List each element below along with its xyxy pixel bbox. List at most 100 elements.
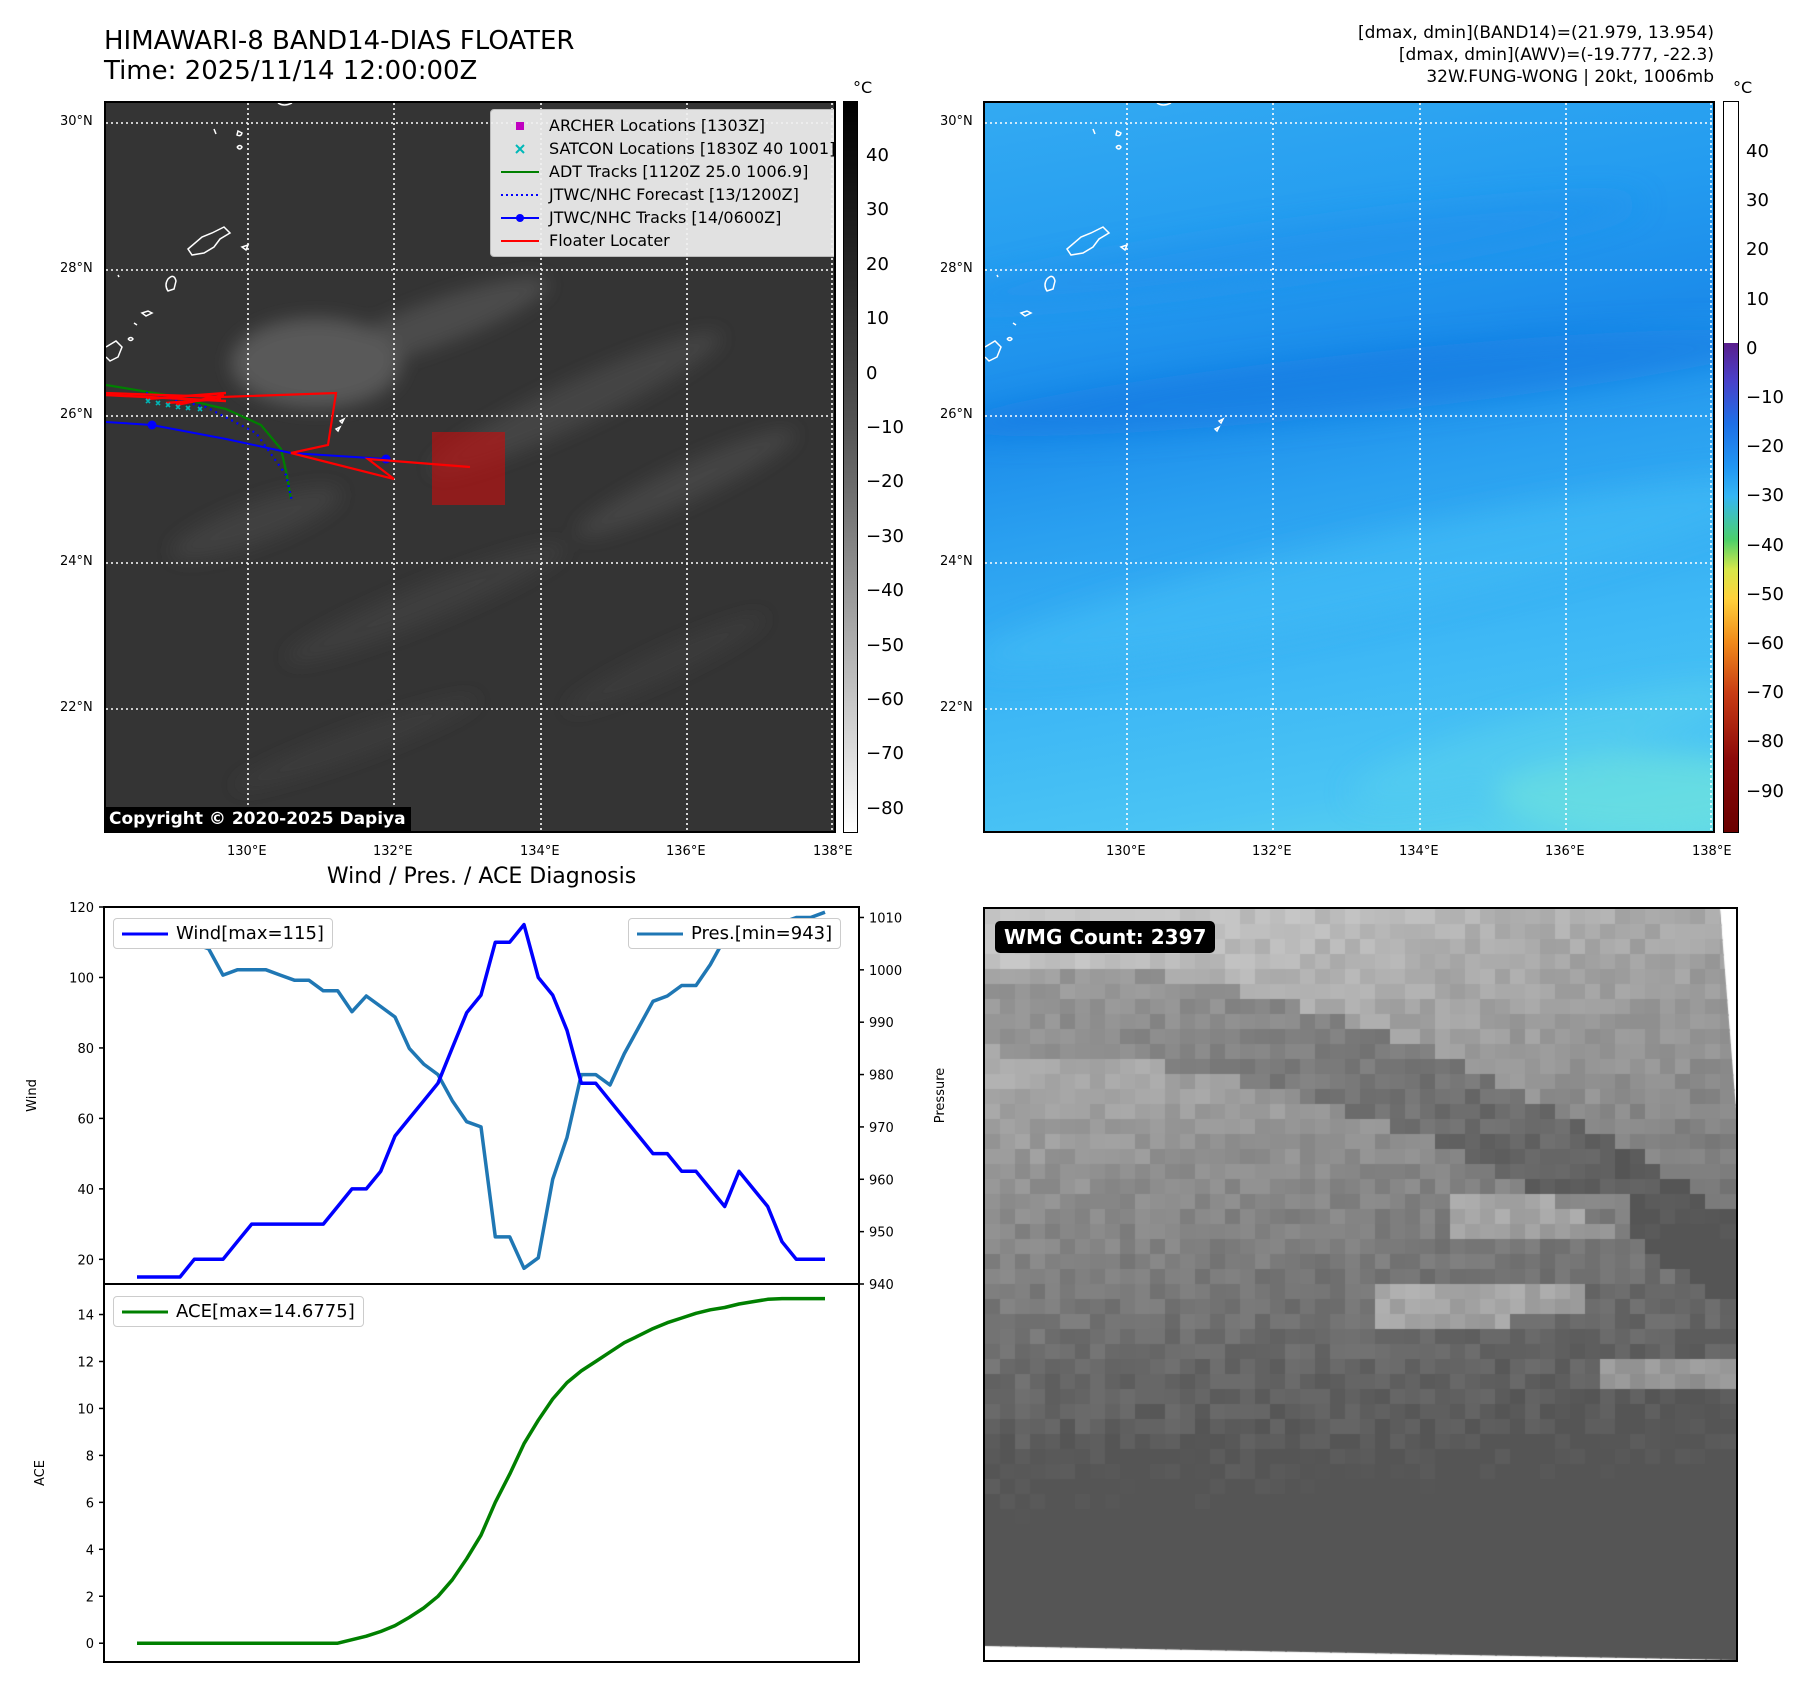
- ace-tick-label: 10: [77, 1402, 94, 1417]
- wind-axis-label: Wind: [25, 1079, 40, 1112]
- wind-tick-label: 120: [69, 901, 94, 916]
- colorbar-tick-label: 20: [866, 253, 889, 275]
- gridlines: [985, 103, 1713, 831]
- ace-axis-label: ACE: [33, 1460, 48, 1486]
- lat-label: 28°N: [940, 261, 973, 276]
- info-band14-range: [dmax, dmin](BAND14)=(21.979, 13.954): [1357, 23, 1714, 43]
- legend-item-adt: ADT Tracks [1120Z 25.0 1006.9]: [501, 160, 834, 183]
- ace-axes-frame: [103, 1283, 860, 1663]
- pressure-tick-label: 990: [869, 1016, 894, 1031]
- colorbar-tick-label: −50: [866, 634, 904, 656]
- colorbar-tick-label: −80: [866, 797, 904, 819]
- wind-tick-label: 60: [77, 1112, 94, 1127]
- title-line-1: HIMAWARI-8 BAND14-DIAS FLOATER: [104, 26, 575, 56]
- figure-title: HIMAWARI-8 BAND14-DIAS FLOATER Time: 202…: [104, 26, 574, 86]
- legend-label: JTWC/NHC Forecast [13/1200Z]: [549, 185, 799, 204]
- colorbar-tick-label: −20: [1746, 436, 1784, 458]
- awv-map-svg: [985, 103, 1713, 831]
- colorbar-tick-label: −70: [866, 743, 904, 765]
- legend-label: ARCHER Locations [1303Z]: [549, 116, 766, 135]
- ace-legend: ACE[max=14.6775]: [113, 1296, 364, 1327]
- x-marker-icon: [515, 143, 525, 154]
- colorbar-tick-label: −50: [1746, 583, 1784, 605]
- colorbar-unit: °C: [853, 78, 873, 97]
- legend-item-floater: Floater Locater: [501, 229, 834, 252]
- colorbar-tick-label: −30: [1746, 485, 1784, 507]
- legend-label: ADT Tracks [1120Z 25.0 1006.9]: [549, 162, 809, 181]
- pressure-axis-label: Pressure: [933, 1068, 948, 1124]
- pressure-tick-label: 1010: [869, 911, 902, 926]
- wind-tick-label: 80: [77, 1042, 94, 1057]
- ace-tick-label: 0: [86, 1637, 94, 1652]
- line-with-dot-icon: [501, 213, 539, 222]
- pressure-tick-label: 950: [869, 1226, 894, 1241]
- jtwc-forecast-track: [145, 391, 294, 502]
- awv-map: [983, 101, 1715, 833]
- colorbar-tick-label: 0: [1746, 337, 1758, 359]
- colorbar-tick-label: −80: [1746, 731, 1784, 753]
- wmg-panel: [983, 907, 1738, 1662]
- legend-label: JTWC/NHC Tracks [14/0600Z]: [549, 208, 782, 227]
- ace-series-line: [137, 1296, 825, 1645]
- pressure-tick-label: 970: [869, 1121, 894, 1136]
- pressure-legend: Pres.[min=943]: [628, 918, 842, 949]
- line-icon: [122, 1310, 168, 1313]
- lat-label: 30°N: [940, 114, 973, 129]
- lat-label: 24°N: [60, 554, 93, 569]
- colorbar-tick-label: −60: [866, 689, 904, 710]
- colorbar-tick-label: 20: [1746, 239, 1769, 261]
- colorbar-tick-label: 30: [1746, 190, 1769, 212]
- dotted-line-icon: [501, 193, 539, 196]
- lon-label: 136°E: [1545, 844, 1585, 859]
- wmg-count-label: WMG Count: 2397: [995, 921, 1216, 953]
- lon-label: 138°E: [1692, 844, 1732, 859]
- wind-series-line: [137, 922, 825, 1279]
- diagnosis-chart: 1201008060402010101000990980970960950940…: [25, 901, 948, 1663]
- colorbar-tick-label: −60: [1746, 633, 1784, 654]
- band14-map: ARCHER Locations [1303Z] SATCON Location…: [104, 101, 836, 833]
- diagnosis-title: Wind / Pres. / ACE Diagnosis: [326, 864, 637, 889]
- ace-tick-label: 8: [86, 1449, 94, 1464]
- jtwc-best-track: [106, 421, 387, 460]
- legend-item-satcon: SATCON Locations [1830Z 40 1001]: [501, 137, 834, 160]
- colorbar-tick-label: 10: [1746, 288, 1769, 310]
- pressure-tick-label: 940: [869, 1278, 894, 1293]
- lat-label: 22°N: [940, 700, 973, 715]
- lat-label: 30°N: [60, 114, 93, 129]
- storm-tracks: [106, 383, 471, 502]
- lon-label: 136°E: [666, 844, 706, 859]
- square-marker-icon: [516, 121, 524, 130]
- wind-tick-label: 100: [69, 971, 94, 986]
- colorbar-tick-label: −20: [866, 471, 904, 493]
- wind-tick-label: 20: [77, 1253, 94, 1268]
- line-icon: [637, 932, 683, 935]
- colorbar-tick-label: −10: [866, 417, 904, 438]
- awv-colorbar: [1723, 101, 1739, 833]
- pressure-legend-label: Pres.[min=943]: [691, 923, 833, 944]
- colorbar-tick-label: 30: [866, 199, 889, 221]
- line-icon: [122, 932, 168, 935]
- solid-line-icon: [501, 170, 539, 173]
- floater-locater-cluster: [106, 391, 227, 407]
- lon-label: 138°E: [813, 844, 853, 859]
- legend-label: Floater Locater: [549, 231, 670, 250]
- info-storm-id: 32W.FUNG-WONG | 20kt, 1006mb: [1426, 67, 1714, 87]
- wind-tick-label: 40: [77, 1183, 94, 1198]
- colorbar-tick-label: 10: [866, 308, 889, 330]
- lat-label: 24°N: [940, 554, 973, 569]
- ace-tick-label: 4: [86, 1543, 94, 1558]
- ace-tick-label: 2: [86, 1590, 94, 1605]
- info-awv-range: [dmax, dmin](AWV)=(-19.777, -22.3): [1398, 45, 1714, 65]
- water-vapor-texture: [985, 197, 1713, 831]
- storm-info: [dmax, dmin](BAND14)=(21.979, 13.954) [d…: [1358, 22, 1714, 88]
- colorbar-tick-label: −70: [1746, 682, 1784, 704]
- title-line-2: Time: 2025/11/14 12:00:00Z: [104, 56, 478, 86]
- satcon-markers: [145, 398, 203, 412]
- wmg-image: [985, 909, 1736, 1660]
- colorbar-tick-label: −40: [866, 580, 904, 602]
- legend-item-jtwc-forecast: JTWC/NHC Forecast [13/1200Z]: [501, 183, 834, 206]
- map-legend: ARCHER Locations [1303Z] SATCON Location…: [490, 109, 834, 257]
- cloud-texture: [171, 277, 796, 790]
- lat-label: 26°N: [60, 407, 93, 422]
- pressure-series-line: [135, 910, 826, 1271]
